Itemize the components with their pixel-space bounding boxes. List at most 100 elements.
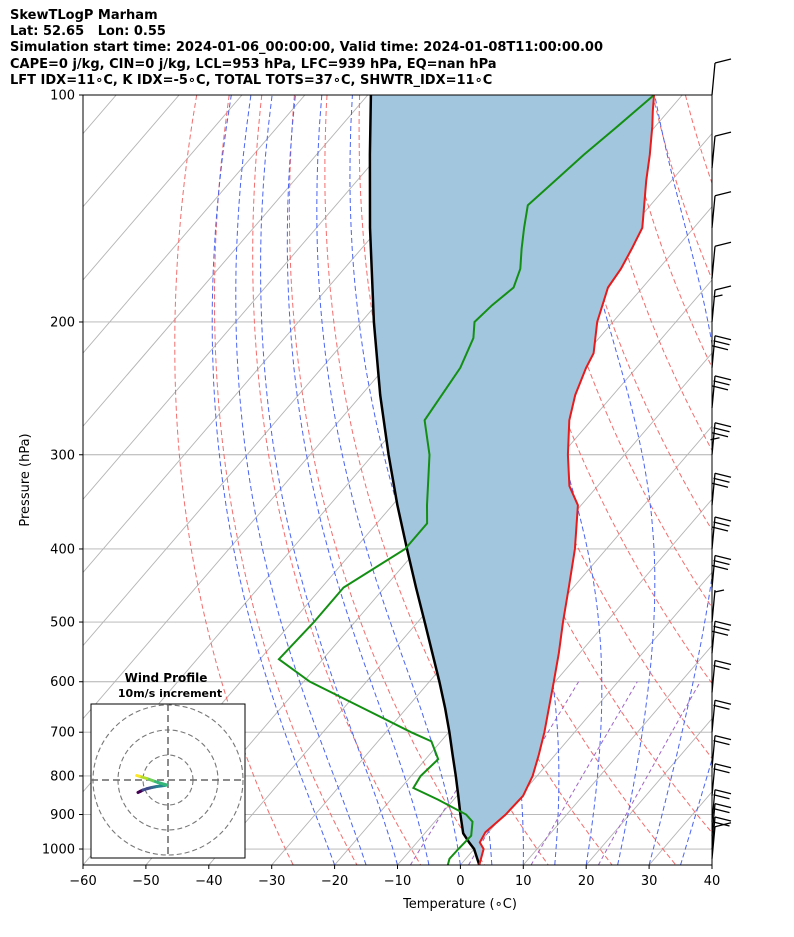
barb-flag xyxy=(713,768,730,774)
barb-flag xyxy=(714,803,732,809)
isotherm-line xyxy=(585,718,712,865)
wind-barbs xyxy=(710,58,732,859)
dry-adiabat xyxy=(619,95,712,369)
wind-barb xyxy=(711,659,732,693)
barb-half-flag xyxy=(713,294,723,298)
barb-flag xyxy=(714,516,732,522)
y-axis-label: Pressure (hPa) xyxy=(18,433,33,526)
isotherm-line xyxy=(83,95,243,281)
x-tick-label: −30 xyxy=(258,874,285,889)
wind-barb xyxy=(711,822,732,859)
moist-adiabat xyxy=(316,95,461,865)
dry-adiabat xyxy=(751,95,794,865)
dry-adiabat xyxy=(252,95,422,865)
wind-barb xyxy=(711,472,732,506)
x-tick-label: 20 xyxy=(578,874,595,889)
y-tick-label: 100 xyxy=(50,89,75,104)
isotherm-line xyxy=(460,571,712,865)
barb-flag xyxy=(713,521,730,527)
barb-flag xyxy=(713,664,730,671)
parcel-profile-line xyxy=(368,95,481,865)
y-tick-label: 600 xyxy=(50,675,75,690)
wind-barb xyxy=(711,735,732,768)
barb-half-flag xyxy=(714,589,725,593)
barb-flag xyxy=(714,699,732,705)
barb-shaft xyxy=(711,289,716,323)
dry-adiabat xyxy=(358,95,613,865)
barb-flag xyxy=(714,472,732,478)
moist-adiabat xyxy=(711,863,712,865)
isotherm-line xyxy=(83,95,432,500)
dry-adiabat xyxy=(288,95,485,865)
moist-adiabat xyxy=(680,757,712,865)
x-tick-label: −10 xyxy=(384,874,411,889)
barb-flag xyxy=(711,564,729,571)
y-tick-label: 400 xyxy=(50,542,75,557)
barb-flag xyxy=(713,821,730,827)
wind-barb xyxy=(711,285,732,323)
barb-flag xyxy=(711,345,729,351)
barb-flag xyxy=(714,620,732,626)
barb-flag xyxy=(713,427,730,433)
wind-barb xyxy=(710,422,732,455)
barb-flag xyxy=(714,191,732,197)
y-tick-label: 300 xyxy=(50,448,75,463)
barb-shaft xyxy=(711,826,716,859)
isotherm-line xyxy=(334,425,712,865)
moist-adiabat xyxy=(559,95,656,865)
x-tick-label: −50 xyxy=(132,874,159,889)
isotherm-line xyxy=(271,352,712,865)
hodograph-segment xyxy=(135,774,141,778)
barb-flag xyxy=(713,740,730,746)
profile-lines xyxy=(277,95,655,865)
barb-flag xyxy=(711,482,729,488)
wind-barb xyxy=(711,554,732,588)
moist-adiabat xyxy=(260,95,398,865)
barb-half-flag xyxy=(710,437,720,441)
barb-flag xyxy=(711,432,729,438)
wind-barb xyxy=(711,699,732,733)
location-line: Lat: 52.65 Lon: 0.55 xyxy=(10,24,166,40)
barb-shaft xyxy=(711,589,716,623)
temperature-line xyxy=(478,95,655,865)
index-line: LFT IDX=11∘C, K IDX=-5∘C, TOTAL TOTS=37∘… xyxy=(10,72,493,88)
isotherm-line xyxy=(83,95,306,354)
wind-barb xyxy=(711,789,732,822)
hodograph-segment xyxy=(156,781,169,787)
chart-title: SkewTLogP Marham xyxy=(10,8,158,23)
isotherm-line xyxy=(83,95,369,427)
barb-flag xyxy=(714,816,732,822)
barb-flag xyxy=(714,735,732,741)
x-tick-label: 10 xyxy=(515,874,532,889)
y-tick-label: 900 xyxy=(50,808,75,823)
barb-flag xyxy=(711,526,729,532)
x-tick-label: −20 xyxy=(321,874,348,889)
mixing-ratio-line xyxy=(597,681,701,865)
cin-shading xyxy=(369,95,654,865)
time-line: Simulation start time: 2024-01-06_00:00:… xyxy=(10,40,603,56)
y-tick-label: 1000 xyxy=(42,843,75,858)
axes: −60 −50 −40 −30 −20 −10 0 10 20 30 40 100 200 300 400 5… xyxy=(42,89,720,890)
x-tick-label: −60 xyxy=(69,874,96,889)
barb-shaft xyxy=(711,136,716,169)
barb-flag xyxy=(713,704,730,710)
isotherm-line xyxy=(522,644,712,865)
wind-barb xyxy=(711,335,732,368)
barb-flag xyxy=(713,380,730,386)
y-tick-label: 200 xyxy=(50,315,75,330)
dry-adiabat xyxy=(684,95,712,185)
barb-flag xyxy=(713,794,730,800)
barb-flag xyxy=(713,625,730,631)
wind-barb xyxy=(711,131,732,169)
isotherm-line xyxy=(711,864,712,865)
moist-adiabat xyxy=(648,95,712,865)
stability-line: CAPE=0 j/kg, CIN=0 j/kg, LCL=953 hPa, LF… xyxy=(10,56,497,72)
barb-shaft xyxy=(711,195,716,228)
barb-flag xyxy=(713,477,730,483)
dry-adiabat xyxy=(652,95,712,281)
y-tick-label: 800 xyxy=(50,769,75,784)
barb-flag xyxy=(711,385,729,391)
barb-flag xyxy=(714,131,732,137)
barb-flag xyxy=(714,763,732,769)
barb-flag xyxy=(713,340,730,346)
